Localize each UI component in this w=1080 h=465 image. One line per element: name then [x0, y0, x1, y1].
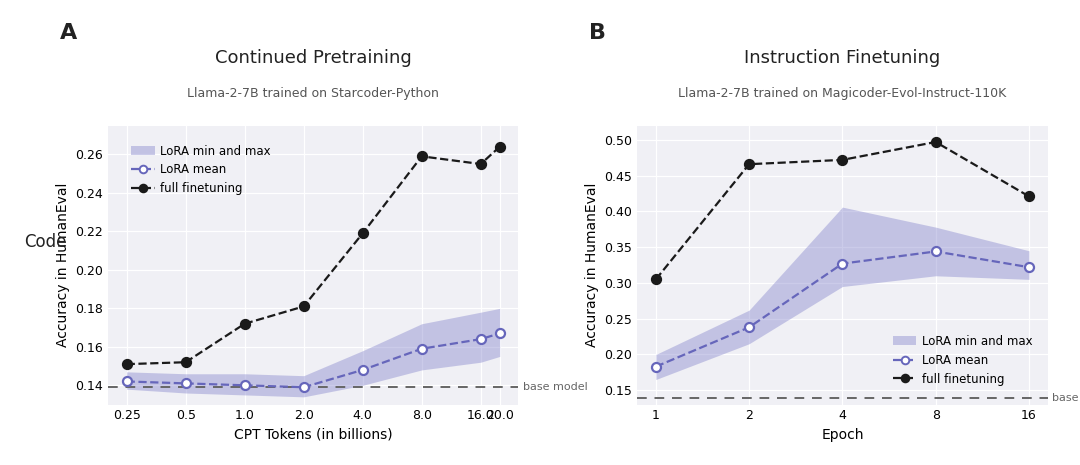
LoRA mean: [649, 364, 662, 369]
LoRA mean: [120, 379, 133, 384]
LoRA mean: [179, 380, 192, 386]
full finetuning: [297, 304, 310, 309]
full finetuning: [836, 157, 849, 163]
Text: Continued Pretraining: Continued Pretraining: [215, 49, 411, 67]
full finetuning: [356, 231, 369, 236]
LoRA mean: [836, 261, 849, 266]
Legend: LoRA min and max, LoRA mean, full finetuning: LoRA min and max, LoRA mean, full finetu…: [126, 140, 275, 200]
full finetuning: [494, 144, 507, 150]
X-axis label: CPT Tokens (in billions): CPT Tokens (in billions): [234, 428, 392, 442]
Text: base model: base model: [523, 382, 588, 392]
Y-axis label: Accuracy in HumanEval: Accuracy in HumanEval: [56, 183, 70, 347]
X-axis label: Epoch: Epoch: [821, 428, 864, 442]
full finetuning: [120, 361, 133, 367]
full finetuning: [415, 153, 428, 159]
LoRA mean: [474, 336, 487, 342]
LoRA mean: [743, 325, 756, 330]
LoRA mean: [297, 385, 310, 390]
full finetuning: [1023, 193, 1036, 199]
Legend: LoRA min and max, LoRA mean, full finetuning: LoRA min and max, LoRA mean, full finetu…: [888, 330, 1038, 390]
LoRA mean: [929, 249, 942, 254]
Text: A: A: [59, 23, 77, 43]
full finetuning: [179, 359, 192, 365]
Text: Instruction Finetuning: Instruction Finetuning: [744, 49, 941, 67]
Text: Code: Code: [24, 233, 66, 251]
Text: Llama-2-7B trained on Starcoder-Python: Llama-2-7B trained on Starcoder-Python: [187, 87, 440, 100]
LoRA mean: [356, 367, 369, 373]
full finetuning: [929, 139, 942, 145]
LoRA mean: [239, 383, 252, 388]
full finetuning: [649, 277, 662, 282]
LoRA mean: [1023, 265, 1036, 270]
Line: LoRA mean: LoRA mean: [122, 329, 504, 392]
full finetuning: [743, 161, 756, 167]
Line: full finetuning: full finetuning: [651, 138, 1034, 284]
Text: base model: base model: [1052, 393, 1080, 403]
full finetuning: [474, 161, 487, 167]
full finetuning: [239, 321, 252, 326]
Text: Llama-2-7B trained on Magicoder-Evol-Instruct-110K: Llama-2-7B trained on Magicoder-Evol-Ins…: [678, 87, 1007, 100]
LoRA mean: [415, 346, 428, 352]
Y-axis label: Accuracy in HumanEval: Accuracy in HumanEval: [584, 183, 598, 347]
Text: B: B: [589, 23, 606, 43]
Line: full finetuning: full finetuning: [122, 142, 504, 369]
LoRA mean: [494, 331, 507, 336]
Line: LoRA mean: LoRA mean: [651, 247, 1034, 371]
